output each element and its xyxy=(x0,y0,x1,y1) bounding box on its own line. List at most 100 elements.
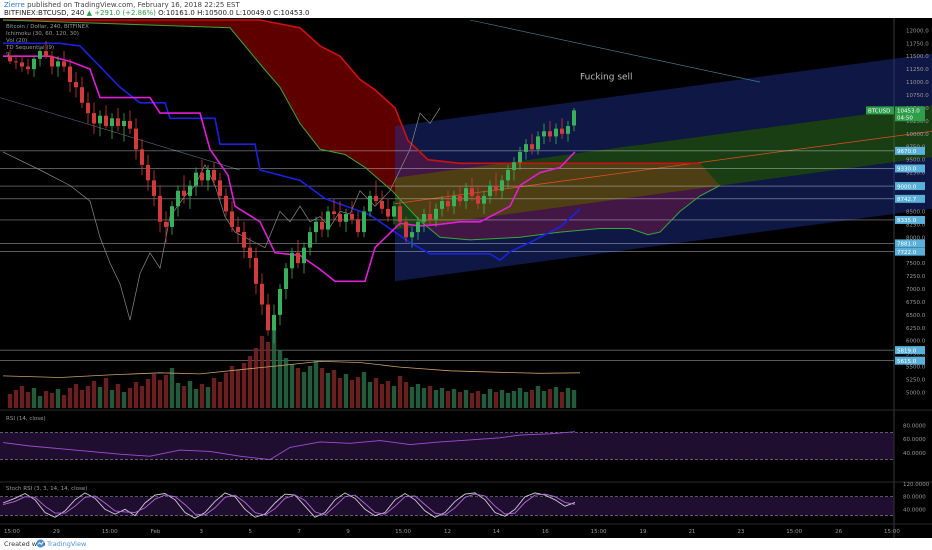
price-tick-label: 6750.0 xyxy=(906,300,926,306)
volume-bar xyxy=(67,388,73,408)
legend-vol: Vol (20) xyxy=(6,38,28,44)
candle-body xyxy=(116,118,120,127)
legend-extra: 9 xyxy=(6,52,10,58)
legend-title: Bitcoin / Dollar, 240, BITFINEX xyxy=(6,24,89,30)
candle-body xyxy=(464,188,468,202)
rsi-title: RSI (14, close) xyxy=(6,416,46,422)
candle-body xyxy=(500,180,504,191)
candle-body xyxy=(290,252,294,269)
candle-body xyxy=(398,206,402,222)
price-badge xyxy=(866,106,894,115)
price-tick-label: 8000.0 xyxy=(906,235,926,241)
candle-body xyxy=(482,195,486,204)
volume-bar xyxy=(283,358,289,408)
author-link[interactable]: Zierre xyxy=(4,1,25,9)
price-tick-label: 5750.0 xyxy=(906,352,926,358)
price-tick-label: 9500.0 xyxy=(906,158,926,164)
volume-bar xyxy=(79,390,85,408)
pitchfork-band-lower xyxy=(395,157,932,282)
volume-bar xyxy=(241,363,247,408)
price-badge xyxy=(895,356,925,365)
trendline xyxy=(0,97,241,171)
price-badge xyxy=(895,239,925,248)
price-badge xyxy=(895,164,925,173)
volume-bar xyxy=(85,386,91,408)
volume-bar xyxy=(271,328,277,408)
volume-bar xyxy=(355,377,361,408)
candle-body xyxy=(272,314,276,331)
candle-body xyxy=(440,201,444,209)
time-tick-label: 15:00 xyxy=(884,529,900,535)
volume-bar xyxy=(61,395,67,408)
price-badge-label: 8742.7 xyxy=(897,197,917,203)
candle-body xyxy=(572,110,576,126)
ohlc-values: O:10161.0 H:10500.0 L:10049.0 C:10453.0 xyxy=(158,9,310,17)
rsi-tick-label: 40.0000 xyxy=(903,451,926,457)
candle-body xyxy=(284,268,288,290)
volume-bar xyxy=(373,378,379,408)
candle-body xyxy=(182,190,186,196)
time-tick-label: 15:00 xyxy=(4,529,20,535)
candle-body xyxy=(524,144,528,152)
volume-bar xyxy=(463,390,469,408)
candle-body xyxy=(332,211,336,214)
time-tick-label: 23 xyxy=(737,529,744,535)
volume-bar xyxy=(451,389,457,408)
price-tick-label: 5000.0 xyxy=(906,390,926,396)
candle-body xyxy=(320,221,324,230)
volume-bar xyxy=(535,386,541,408)
volume-bar xyxy=(13,390,19,408)
candle-body xyxy=(368,195,372,212)
volume-bar xyxy=(169,368,175,408)
volume-bar xyxy=(259,336,265,408)
candle-body xyxy=(104,115,108,127)
candle-body xyxy=(530,144,534,150)
price-badge xyxy=(895,346,925,355)
candle-body xyxy=(350,214,354,220)
ichimoku-cloud xyxy=(3,20,720,240)
created-with-text: Created with xyxy=(4,540,46,548)
price-badge-label: 5819.0 xyxy=(897,348,917,354)
candle-body xyxy=(416,221,420,233)
price-badge-label: 9330.0 xyxy=(897,167,917,173)
candle-body xyxy=(446,201,450,207)
price-tick-label: 10750.0 xyxy=(906,93,929,99)
candle-body xyxy=(506,170,510,181)
candle-body xyxy=(26,66,30,70)
time-tick-label: 14 xyxy=(493,529,500,535)
price-badge xyxy=(895,215,925,224)
volume-bar xyxy=(409,387,415,408)
volume-bar xyxy=(307,366,313,408)
candle-body xyxy=(410,232,414,238)
volume-bar xyxy=(529,390,535,408)
volume-bar xyxy=(265,342,271,408)
stoch-tick-label: 80.0000 xyxy=(903,495,926,501)
price-badge-label: 5615.0 xyxy=(897,359,917,365)
candle-body xyxy=(14,61,18,63)
candle-body xyxy=(434,208,438,220)
price-tick-label: 7000.0 xyxy=(906,287,926,293)
price-tick-label: 10000.0 xyxy=(906,132,929,138)
price-tick-label: 9250.0 xyxy=(906,171,926,177)
candle-body xyxy=(428,214,432,220)
symbol-name: BITFINEX:BTCUSD, 240 xyxy=(4,9,85,17)
tradingview-brand[interactable]: TradingView xyxy=(47,540,87,548)
volume-bar xyxy=(499,390,505,408)
chart-area[interactable]: Fucking sell 12000.0 11750.0 11500.0 11250.0… xyxy=(0,18,932,538)
symbol-line: BITFINEX:BTCUSD, 240 ▲ +291.0 (+2.86%) O… xyxy=(4,9,310,17)
volume-bar xyxy=(517,388,523,408)
candle-body xyxy=(200,172,204,181)
candle-body xyxy=(146,164,150,181)
volume-bar xyxy=(457,392,463,408)
candle-body xyxy=(68,66,72,83)
candle-body xyxy=(236,226,240,233)
rsi-band xyxy=(0,432,894,460)
series-tenkan xyxy=(3,55,576,283)
volume-bar xyxy=(163,375,169,408)
volume-bar xyxy=(187,381,193,408)
price-tick-label: 6500.0 xyxy=(906,313,926,319)
volume-bar xyxy=(487,389,493,408)
price-badge-label: 8335.0 xyxy=(897,218,917,224)
candle-body xyxy=(38,51,42,59)
candle-body xyxy=(212,170,216,181)
